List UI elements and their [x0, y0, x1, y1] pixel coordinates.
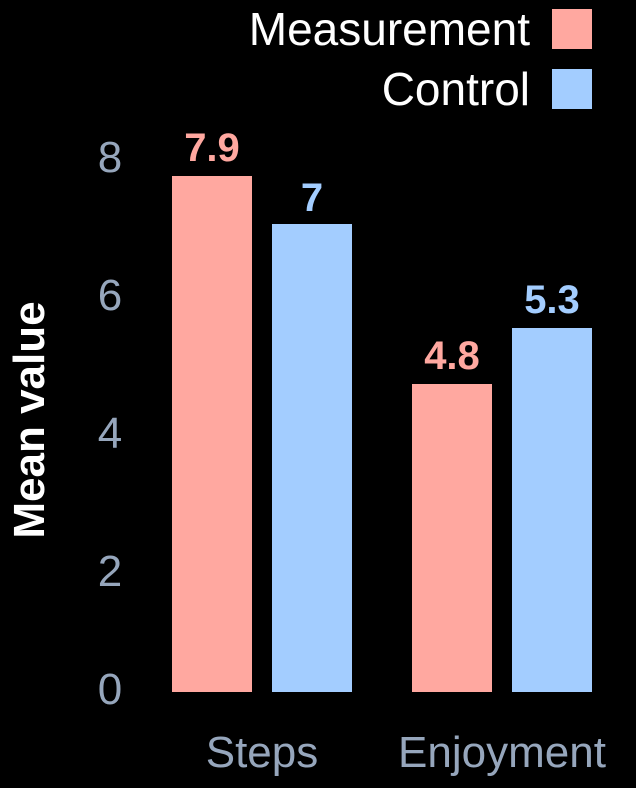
- bar-steps-control: [272, 224, 352, 692]
- legend-swatch-control: [552, 69, 592, 109]
- legend-item-control: Control: [382, 62, 592, 116]
- value-label: 4.8: [424, 334, 480, 378]
- value-label: 7: [300, 176, 324, 220]
- bar-enjoyment-control: [512, 328, 592, 692]
- legend-item-measurement: Measurement: [249, 2, 592, 56]
- y-tick: 6: [97, 271, 123, 320]
- y-tick: 2: [97, 547, 123, 596]
- value-label: 5.3: [524, 278, 580, 322]
- x-category-enjoyment: Enjoyment: [398, 728, 606, 777]
- legend-swatch-measurement: [552, 9, 592, 49]
- value-label: 7.9: [184, 126, 240, 170]
- bar-steps-measurement: [172, 176, 252, 692]
- y-tick: 8: [97, 133, 123, 182]
- y-tick: 0: [97, 665, 123, 714]
- legend-label-measurement: Measurement: [248, 3, 530, 55]
- bar-enjoyment-measurement: [412, 384, 492, 692]
- x-category-steps: Steps: [205, 728, 319, 777]
- y-axis-label: Mean value: [5, 301, 54, 539]
- legend-label-control: Control: [381, 63, 530, 115]
- y-tick: 4: [97, 409, 123, 458]
